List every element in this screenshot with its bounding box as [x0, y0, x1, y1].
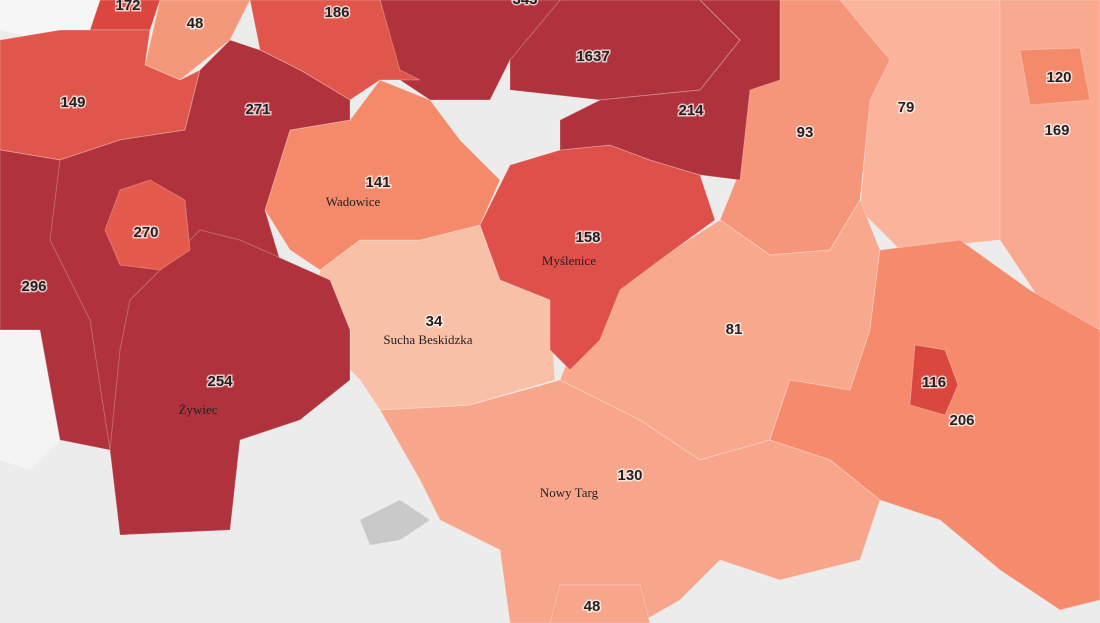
region-value: 48: [187, 15, 204, 32]
region-value: 116: [922, 374, 946, 391]
region-value: 130: [617, 467, 642, 484]
region-value: 93: [797, 124, 814, 141]
region: [549, 584, 651, 623]
region-value: 343: [512, 0, 537, 8]
region-name: Sucha Beskidzka: [383, 332, 472, 347]
region-value: 206: [949, 412, 974, 429]
region-name: Żywiec: [179, 402, 218, 417]
region: [479, 144, 716, 371]
region-value: 169: [1044, 122, 1069, 139]
region-value: 81: [726, 321, 743, 338]
region: [559, 0, 781, 181]
region-value: 79: [898, 99, 915, 116]
region: [104, 179, 191, 271]
terrain: [0, 330, 60, 470]
region: [144, 0, 251, 81]
region: [1019, 47, 1091, 106]
region-value: 141: [365, 174, 390, 191]
region-value: 186: [324, 4, 349, 21]
region-value: 48: [584, 598, 601, 615]
region: [769, 239, 1100, 611]
region-value: 34: [426, 313, 443, 330]
region-value: 149: [60, 94, 85, 111]
region-value: 214: [678, 102, 704, 119]
region-value: 271: [245, 101, 270, 118]
region-value: 296: [21, 278, 46, 295]
region-name: Nowy Targ: [540, 485, 599, 500]
region-value: 172: [115, 0, 140, 14]
region: [379, 379, 881, 623]
region: [909, 344, 959, 416]
region-value: 254: [207, 373, 233, 390]
region-name: Myślenice: [542, 253, 596, 268]
region-value: 1637: [576, 48, 609, 65]
region-value: 270: [133, 224, 158, 241]
region: [249, 0, 421, 101]
region-value: 158: [575, 229, 600, 246]
region-value: 120: [1046, 69, 1071, 86]
region-name: Wadowice: [326, 194, 381, 209]
region: [109, 229, 351, 536]
lake: [360, 500, 430, 545]
